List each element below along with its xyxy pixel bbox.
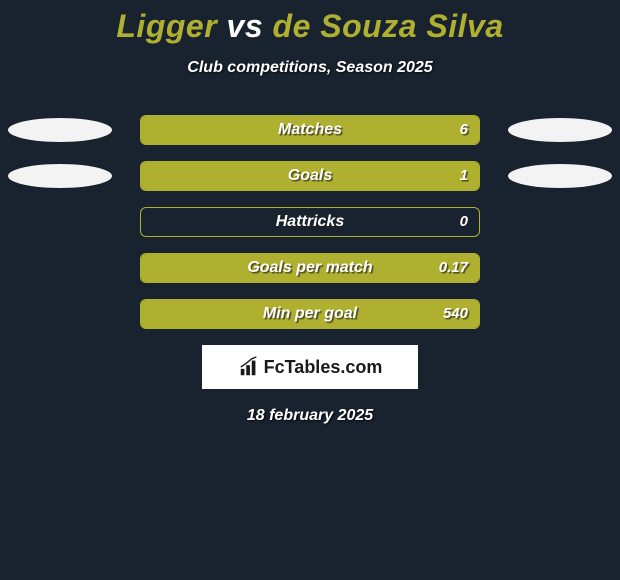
bar-fill xyxy=(141,162,479,190)
player1-ellipse xyxy=(8,118,112,142)
player2-ellipse xyxy=(508,118,612,142)
bar-fill xyxy=(141,300,479,328)
subtitle: Club competitions, Season 2025 xyxy=(0,59,620,77)
stat-row: Goals1 xyxy=(0,161,620,191)
brand-text: FcTables.com xyxy=(264,357,383,378)
stat-row: Matches6 xyxy=(0,115,620,145)
player2-ellipse xyxy=(508,164,612,188)
bar-track xyxy=(140,253,480,283)
brand-box[interactable]: FcTables.com xyxy=(202,345,418,389)
player1-name: Ligger xyxy=(116,8,217,44)
bar-track xyxy=(140,161,480,191)
player1-ellipse xyxy=(8,164,112,188)
bar-track xyxy=(140,207,480,237)
stat-row: Min per goal540 xyxy=(0,299,620,329)
bar-fill xyxy=(141,116,479,144)
bar-track xyxy=(140,299,480,329)
stats-rows: Matches6 Goals1 Hattricks0 Goals per match0… xyxy=(0,115,620,329)
bar-chart-icon xyxy=(238,356,260,378)
bar-fill xyxy=(141,254,479,282)
stat-row: Goals per match0.17 xyxy=(0,253,620,283)
footer-date: 18 february 2025 xyxy=(0,407,620,425)
bar-track xyxy=(140,115,480,145)
stat-row: Hattricks0 xyxy=(0,207,620,237)
vs-separator: vs xyxy=(227,8,264,44)
comparison-title: Ligger vs de Souza Silva xyxy=(0,0,620,45)
player2-name: de Souza Silva xyxy=(273,8,504,44)
